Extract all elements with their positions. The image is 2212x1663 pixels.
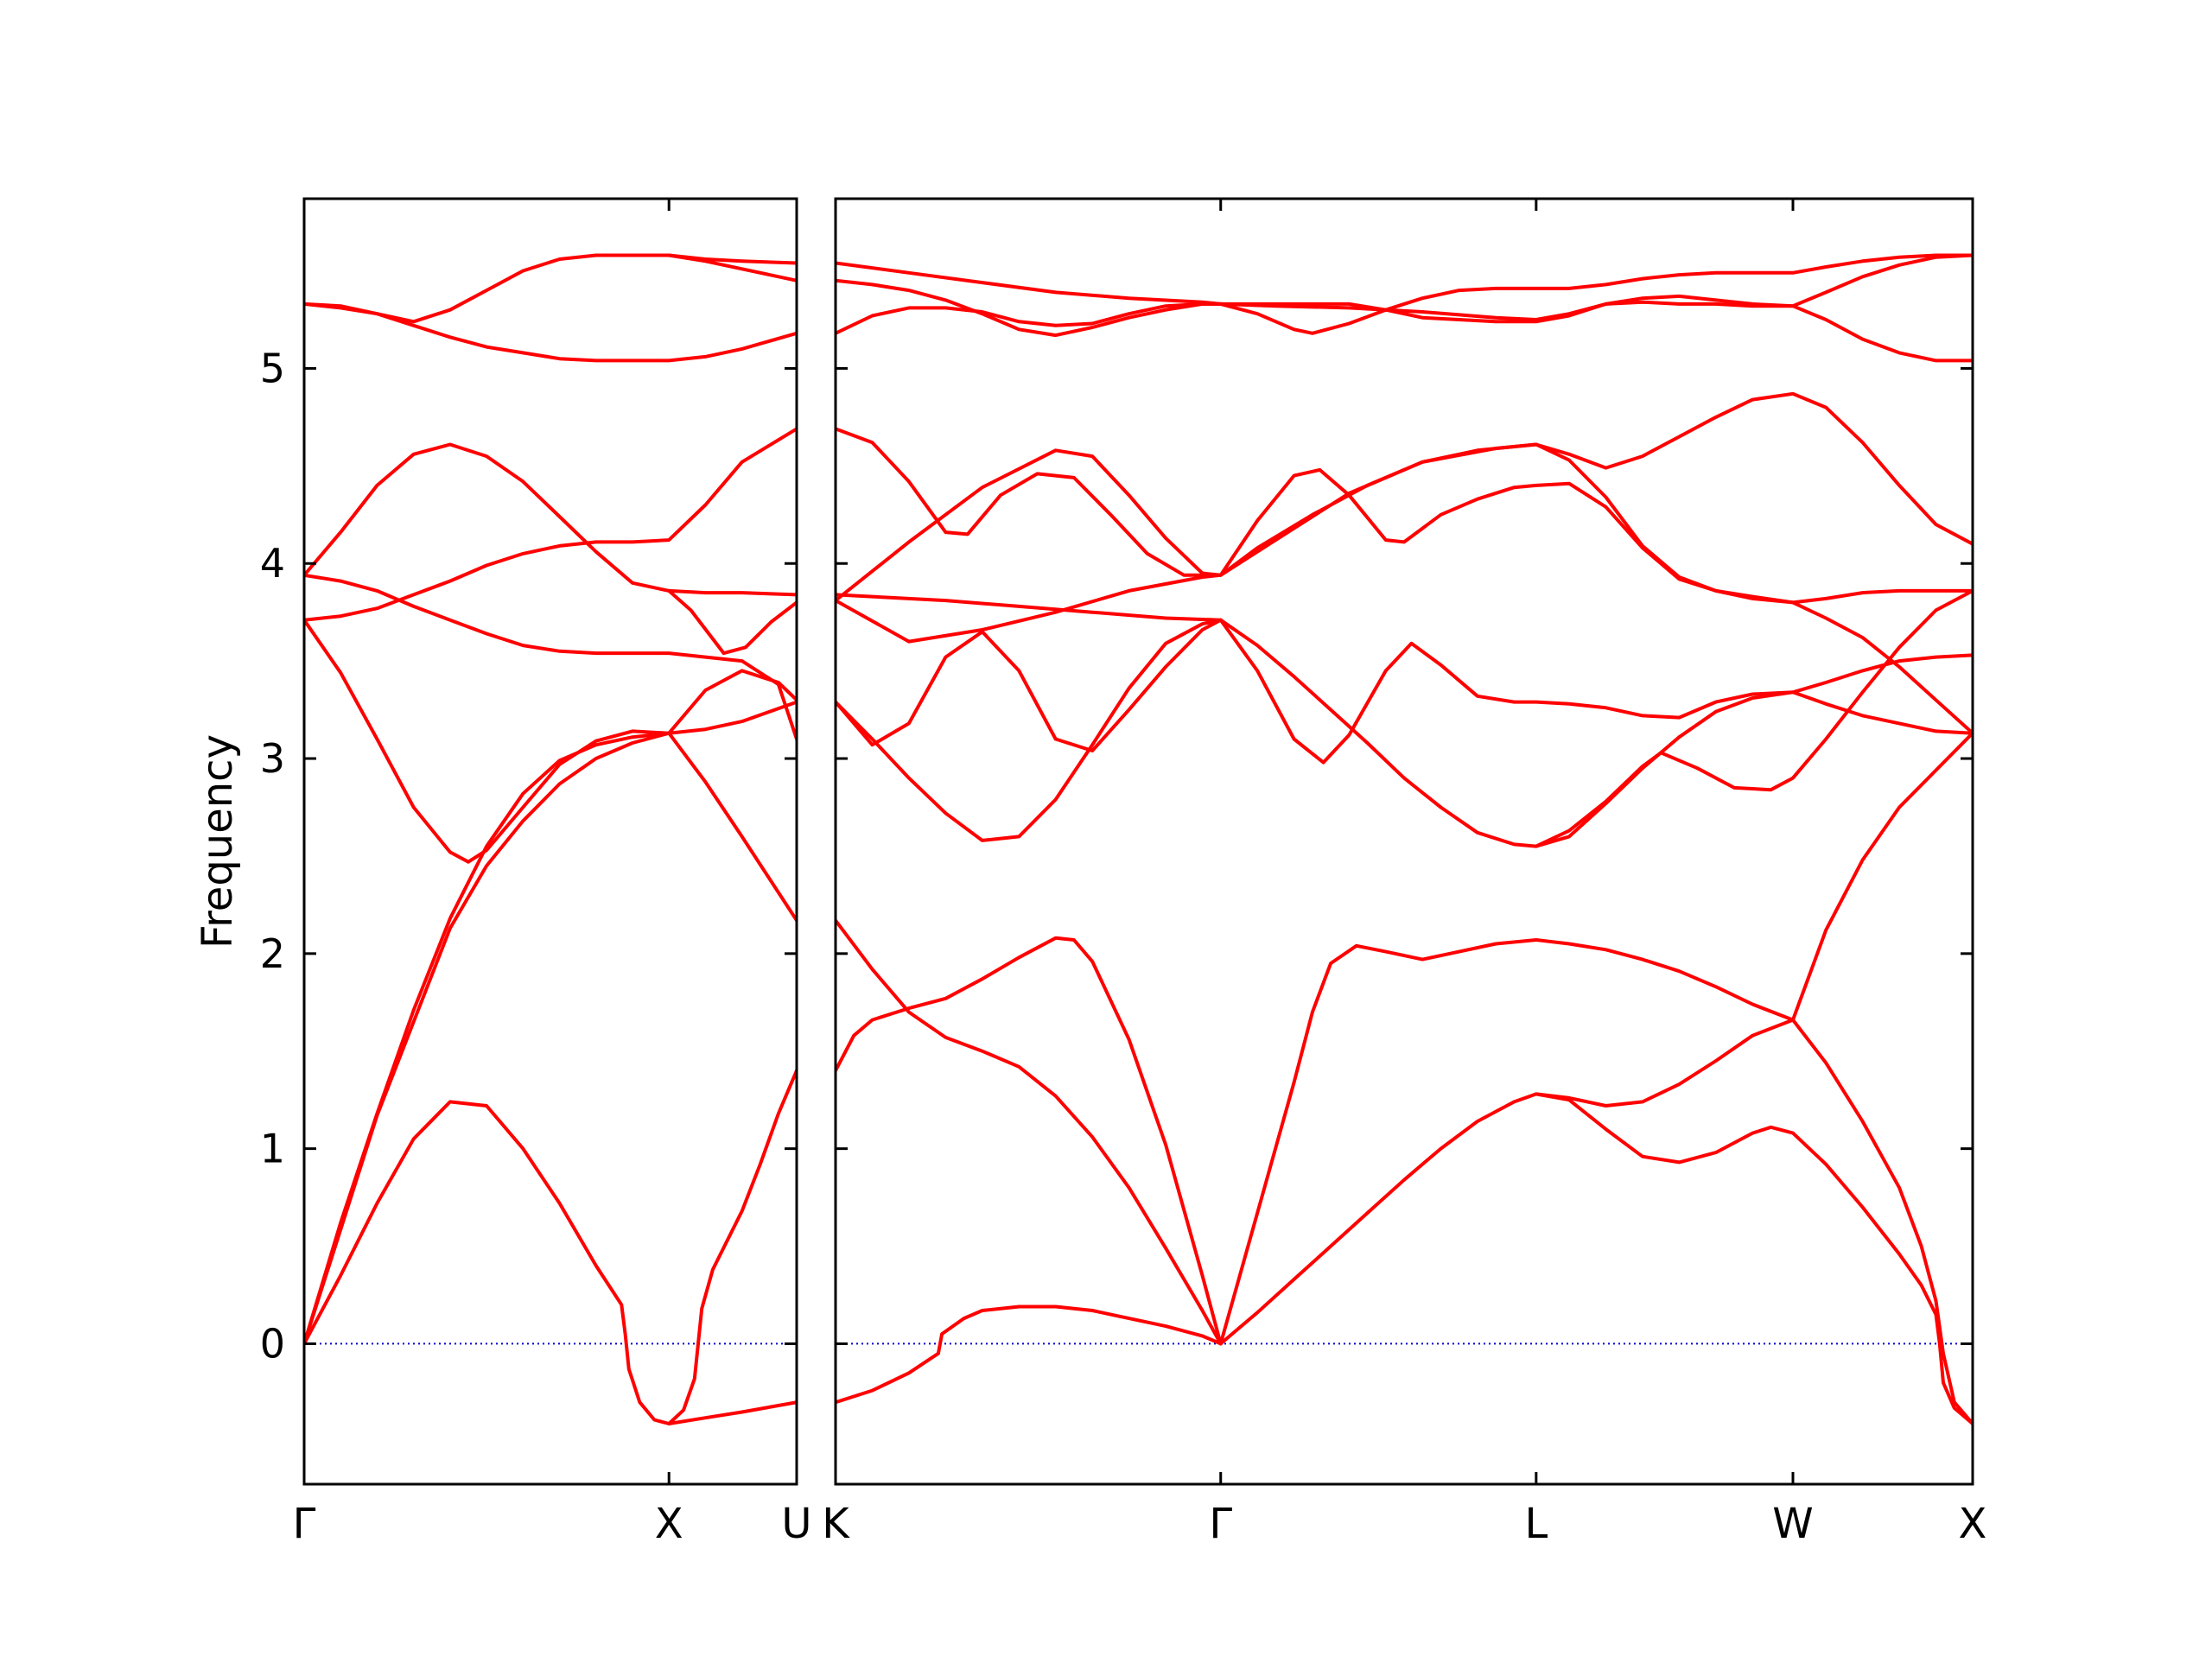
band-line bbox=[836, 391, 1973, 644]
band-line bbox=[836, 1304, 1223, 1405]
band-line bbox=[304, 442, 797, 597]
band-line bbox=[667, 588, 797, 656]
band-line bbox=[304, 1100, 797, 1425]
band-line bbox=[304, 427, 797, 622]
panel-plot-area bbox=[304, 253, 797, 1425]
panel-plot-area bbox=[836, 253, 1973, 1425]
x-tick-label: Γ bbox=[293, 1500, 316, 1548]
band-line bbox=[1791, 1018, 1973, 1425]
band-line bbox=[836, 253, 1973, 312]
band-line bbox=[836, 593, 1223, 622]
x-tick-label: K bbox=[822, 1500, 850, 1548]
y-tick-label: 0 bbox=[260, 1320, 285, 1367]
band-line bbox=[836, 618, 1973, 848]
band-line bbox=[1218, 938, 1795, 1346]
y-tick-label: 3 bbox=[260, 735, 285, 782]
x-tick-label: Γ bbox=[1209, 1500, 1232, 1548]
band-line bbox=[836, 936, 1223, 1346]
band-line bbox=[304, 618, 797, 864]
x-tick-label: W bbox=[1772, 1500, 1813, 1548]
x-tick-label: L bbox=[1524, 1500, 1548, 1548]
panel-frame bbox=[834, 197, 1974, 1486]
band-line bbox=[1534, 1018, 1795, 1108]
y-axis-label: Frequency bbox=[194, 734, 242, 949]
band-line bbox=[667, 253, 797, 282]
band-line bbox=[304, 731, 797, 1346]
band-line bbox=[836, 618, 1973, 765]
band-line bbox=[1218, 1092, 1973, 1425]
y-tick-label: 4 bbox=[260, 540, 285, 587]
band-line bbox=[836, 253, 1973, 338]
band-line bbox=[1534, 588, 1973, 848]
x-tick-label: U bbox=[781, 1500, 811, 1548]
y-tick-label: 2 bbox=[260, 930, 285, 977]
band-line bbox=[304, 573, 797, 741]
x-tick-label: X bbox=[655, 1500, 683, 1548]
band-line bbox=[836, 448, 1973, 605]
y-tick-label: 1 bbox=[260, 1126, 285, 1172]
y-tick-label: 5 bbox=[260, 345, 285, 391]
band-line bbox=[667, 1069, 797, 1425]
band-line bbox=[836, 918, 1223, 1346]
band-line bbox=[1791, 731, 1973, 1022]
x-tick-label: X bbox=[1959, 1500, 1987, 1548]
band-line bbox=[836, 427, 1973, 735]
band-line bbox=[836, 294, 1973, 363]
panel-frame bbox=[302, 197, 798, 1486]
